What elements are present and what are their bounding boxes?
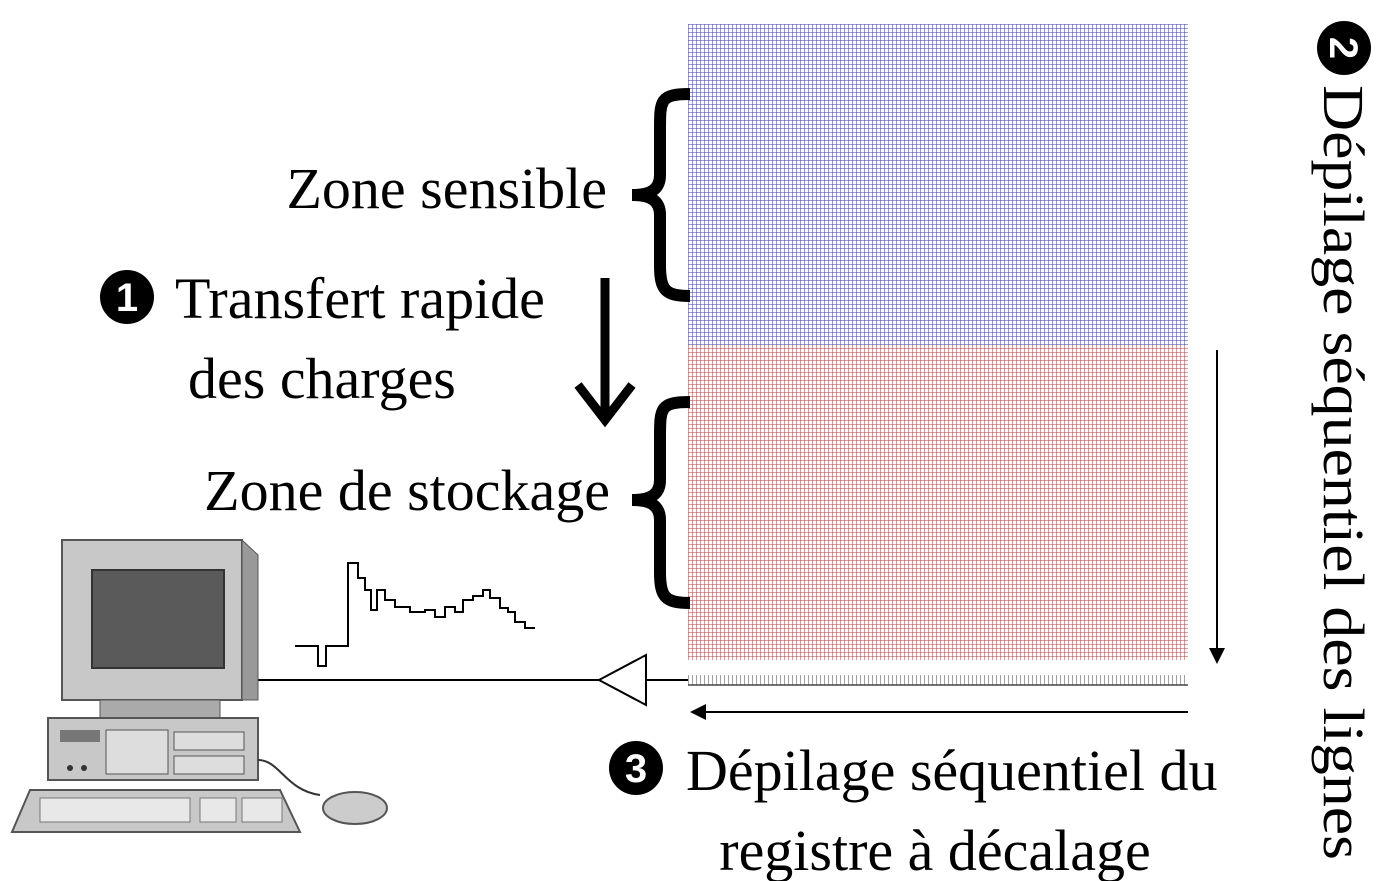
signal-waveform	[295, 562, 535, 667]
brace	[631, 88, 691, 302]
transfer-arrow-head	[574, 382, 636, 428]
sensitive-area	[688, 24, 1188, 345]
step-number: 2	[1321, 37, 1365, 59]
arrow-head	[1209, 648, 1225, 664]
storage-area	[688, 345, 1188, 660]
label: Transfert rapide	[175, 266, 545, 331]
label: Zone de stockage	[204, 458, 610, 523]
arrow-head	[690, 704, 706, 720]
step-badge	[1317, 21, 1371, 75]
amplifier	[596, 653, 647, 707]
step-number: 3	[625, 747, 647, 791]
label: Zone sensible	[286, 156, 607, 221]
step-badge	[100, 270, 154, 324]
label: Dépilage séquentiel du	[686, 738, 1218, 803]
shift-register	[688, 675, 1188, 685]
vertical-label: 2 Dépilage séquentiel des lignes	[1311, 21, 1376, 860]
label: Dépilage séquentiel des lignes	[1311, 85, 1376, 860]
computer	[10, 538, 388, 833]
label: registre à décalage	[719, 818, 1151, 881]
brace	[631, 396, 691, 609]
step-number: 1	[116, 276, 138, 320]
step-badge	[609, 741, 663, 795]
label: des charges	[188, 346, 456, 411]
